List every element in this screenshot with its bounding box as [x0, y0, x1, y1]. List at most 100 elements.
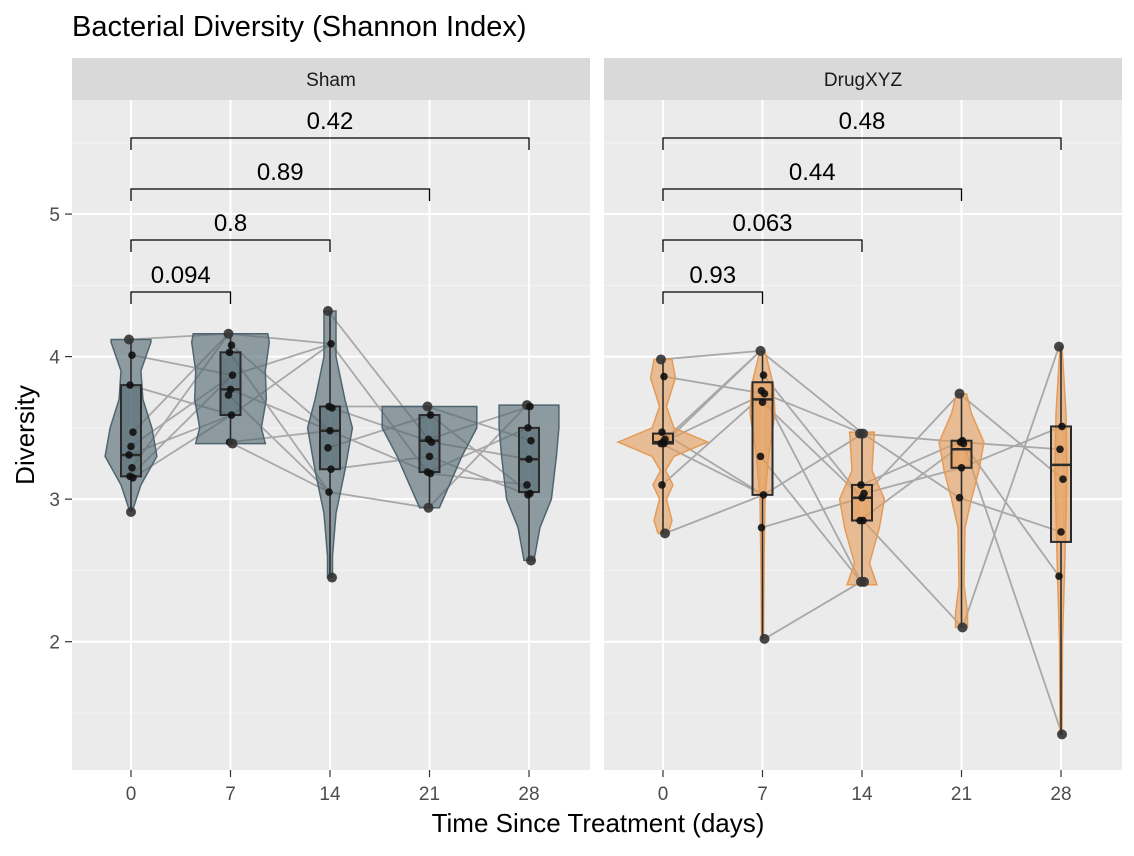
data-point [857, 481, 865, 489]
y-tick-label: 3 [49, 490, 60, 511]
data-point [524, 491, 532, 499]
data-point [225, 348, 234, 357]
data-point [427, 438, 436, 446]
subject-line [760, 390, 862, 583]
comparison-bracket [130, 239, 331, 252]
data-point [327, 465, 335, 474]
subject-line [961, 440, 1063, 735]
comparison-bracket [662, 291, 764, 304]
chart-title: Bacterial Diversity (Shannon Index) [72, 11, 527, 43]
y-tick-label: 2 [49, 633, 60, 654]
subject-line [862, 432, 960, 499]
comparison-bracket [130, 291, 232, 304]
subject-line [761, 401, 863, 499]
data-point [755, 345, 766, 356]
data-point [227, 341, 236, 349]
x-tick-label: 14 [319, 784, 341, 805]
data-point [228, 371, 237, 379]
data-point [1055, 572, 1063, 580]
data-point [760, 389, 769, 398]
data-point [327, 572, 337, 583]
data-point [426, 469, 435, 478]
data-point [224, 391, 233, 399]
data-point [1057, 528, 1065, 536]
panel-drugxyz: DrugXYZ 0 7 14 21 28 0.93 0.063 0.440.48 [604, 58, 1122, 805]
x-tick-label: 7 [225, 784, 236, 805]
data-point [324, 444, 332, 452]
data-point [658, 481, 666, 489]
subject-line [959, 496, 1062, 533]
subject-line [762, 374, 863, 499]
facet-strip-label: Sham [306, 70, 356, 91]
x-axis-label: Time Since Treatment (days) [432, 808, 765, 838]
data-point [326, 426, 334, 435]
data-point [660, 439, 668, 448]
subject-line [861, 393, 961, 499]
comparison-bracket [130, 188, 431, 201]
comparison-p-value: 0.42 [307, 108, 354, 135]
data-point [223, 328, 234, 339]
box-28 [1050, 425, 1072, 543]
comparison-p-value: 0.063 [732, 210, 792, 237]
data-point [660, 528, 670, 539]
data-point [858, 493, 866, 502]
data-point [1056, 445, 1064, 454]
x-tick-label: 21 [419, 784, 440, 805]
comparison-p-value: 0.44 [789, 159, 836, 186]
x-tick-label: 0 [658, 784, 669, 805]
y-tick-label: 5 [49, 205, 60, 226]
data-point [325, 488, 333, 496]
subject-line [958, 392, 1064, 480]
data-point [660, 372, 668, 381]
data-point [129, 473, 137, 482]
subject-line [759, 455, 862, 583]
comparison-p-value: 0.93 [689, 262, 736, 289]
subject-line [764, 392, 864, 435]
data-point [656, 354, 666, 365]
subject-line [328, 491, 429, 509]
data-point [759, 491, 768, 499]
x-tick-label: 28 [1050, 784, 1071, 805]
data-point [858, 428, 868, 439]
facet-strip [72, 58, 590, 100]
data-point [127, 442, 135, 451]
subject-line [763, 432, 864, 496]
subject-line [759, 350, 864, 435]
subject-line [961, 346, 1060, 628]
data-point [526, 402, 534, 411]
subject-line [764, 581, 862, 640]
data-point [954, 388, 965, 399]
data-point [758, 398, 767, 407]
data-point [129, 428, 137, 436]
data-point [327, 339, 335, 348]
data-point [955, 493, 964, 502]
box-14 [319, 405, 341, 471]
x-tick-label: 21 [951, 784, 972, 805]
data-point [658, 428, 666, 436]
data-point [423, 502, 434, 513]
data-point [227, 411, 236, 419]
data-point [1059, 475, 1067, 483]
x-tick-label: 14 [851, 784, 873, 805]
box-7 [219, 351, 242, 417]
y-axis-label: Diversity [10, 385, 40, 485]
data-point [523, 481, 531, 489]
data-point [1058, 422, 1066, 431]
subject-line [664, 494, 764, 535]
data-point [1057, 729, 1067, 740]
comparison-p-value: 0.48 [839, 108, 886, 135]
subject-line [663, 375, 765, 395]
y-tick-label: 4 [49, 348, 60, 369]
data-point [426, 411, 435, 419]
facet-strip [604, 58, 1122, 100]
data-point [859, 576, 869, 587]
data-point [124, 334, 134, 345]
comparison-p-value: 0.8 [214, 210, 247, 237]
x-tick-label: 7 [757, 784, 768, 805]
data-point [757, 523, 766, 532]
data-point [128, 463, 136, 472]
data-point [126, 506, 136, 517]
comparison-bracket [662, 239, 863, 252]
